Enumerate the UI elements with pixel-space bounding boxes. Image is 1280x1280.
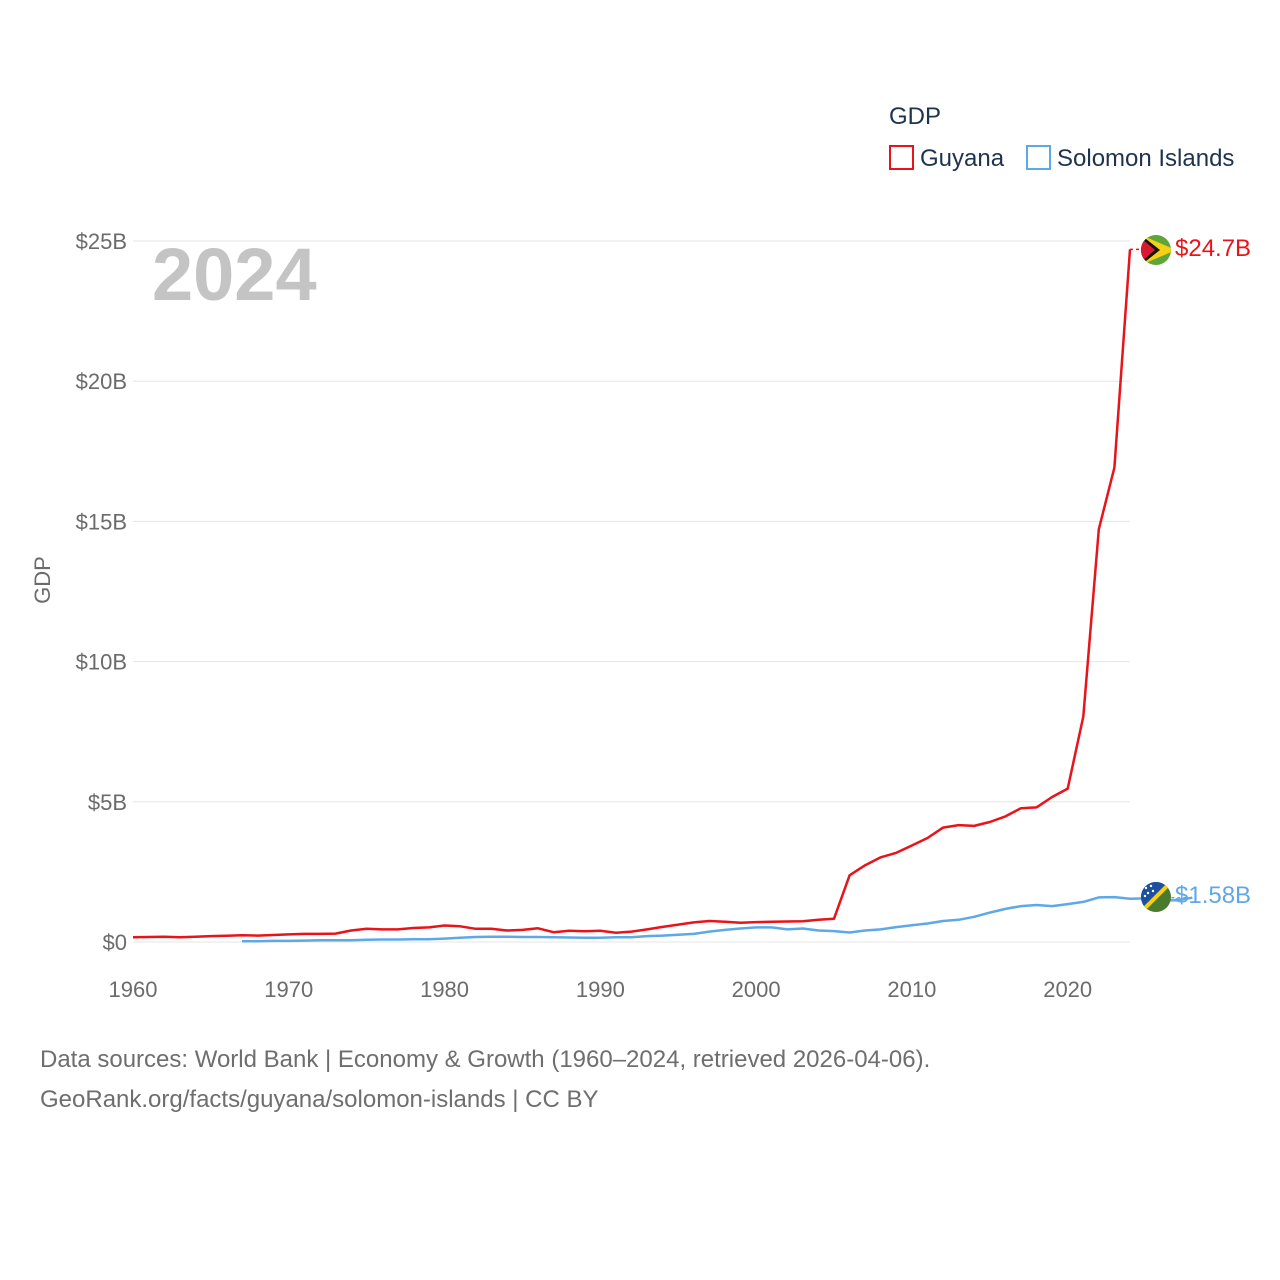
- series-line-guyana[interactable]: [132, 249, 1132, 939]
- solomon-islands-flag-icon: [1141, 882, 1171, 912]
- y-axis-label: GDP: [30, 556, 55, 604]
- legend-item-solomon-islands[interactable]: Solomon Islands: [1026, 145, 1234, 172]
- data-source-footer: Data sources: World Bank | Economy & Gro…: [40, 1040, 930, 1120]
- y-axis-ticks: $0 $5B $10B $15B $20B $25B: [76, 229, 127, 955]
- gridlines: [133, 240, 1130, 943]
- x-tick-label: 2020: [1043, 977, 1092, 1002]
- legend-label-guyana: Guyana: [920, 145, 1005, 172]
- end-value-label-solomon-islands: $1.58B: [1175, 882, 1251, 909]
- attribution-link[interactable]: GeoRank.org/facts/guyana/solomon-islands…: [40, 1086, 599, 1113]
- y-tick-label: $20B: [76, 369, 127, 394]
- y-tick-label: $10B: [76, 650, 127, 675]
- end-value-label-guyana: $24.7B: [1175, 235, 1251, 262]
- legend-swatch-solomon-islands: [1026, 145, 1051, 170]
- guyana-flag-icon: [1141, 235, 1171, 265]
- source-line: Data sources: World Bank | Economy & Gro…: [40, 1046, 931, 1073]
- legend-swatch-guyana: [889, 145, 914, 170]
- y-tick-label: $25B: [76, 229, 127, 254]
- x-tick-label: 1990: [576, 977, 625, 1002]
- y-tick-label: $5B: [88, 790, 127, 815]
- legend-item-guyana[interactable]: Guyana: [889, 145, 1005, 172]
- legend-title: GDP: [889, 103, 941, 130]
- series-line-solomon-islands[interactable]: [242, 895, 1193, 943]
- year-label: 2024: [152, 233, 317, 316]
- x-tick-label: 1970: [264, 977, 313, 1002]
- y-tick-label: $15B: [76, 509, 127, 534]
- series-lines: [132, 248, 1193, 943]
- legend-label-solomon-islands: Solomon Islands: [1057, 145, 1234, 172]
- y-tick-label: $0: [103, 930, 127, 955]
- x-tick-label: 1960: [109, 977, 158, 1002]
- x-axis-ticks: 1960 1970 1980 1990 2000 2010 2020: [109, 977, 1093, 1002]
- x-tick-label: 2010: [887, 977, 936, 1002]
- x-tick-label: 2000: [732, 977, 781, 1002]
- x-tick-label: 1980: [420, 977, 469, 1002]
